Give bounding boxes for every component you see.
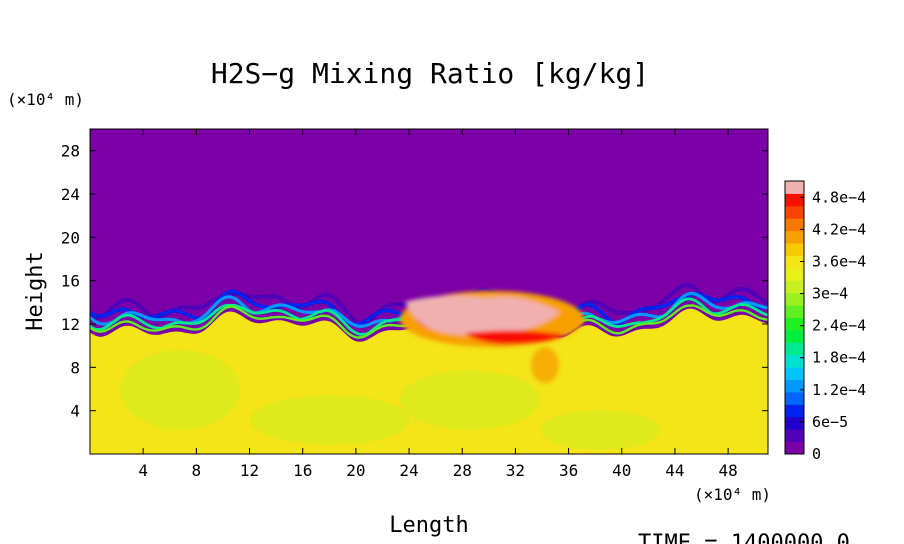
colorbar-swatch (785, 391, 804, 405)
x-tick-label: 20 (346, 461, 365, 480)
colorbar-label: 4.2e−4 (812, 220, 866, 238)
colorbar-swatch (785, 218, 804, 232)
x-tick-label: 36 (559, 461, 578, 480)
x-tick-label: 16 (293, 461, 312, 480)
colorbar-swatch (785, 329, 804, 343)
colorbar-swatch (785, 205, 804, 219)
colorbar-label: 3.6e−4 (812, 252, 866, 270)
y-tick-label: 16 (61, 272, 80, 291)
colorbar-swatch (785, 416, 804, 430)
y-tick-label: 8 (70, 358, 80, 377)
colorbar-swatch (785, 243, 804, 256)
y-tick-label: 20 (61, 228, 80, 247)
colorbar-label: 1.2e−4 (812, 381, 866, 399)
x-tick-label: 12 (240, 461, 259, 480)
x-tick-label: 48 (718, 461, 737, 480)
x-tick-label: 4 (138, 461, 148, 480)
y-tick-label: 4 (70, 402, 80, 421)
colorbar-swatch (785, 230, 804, 244)
time-label: TIME = 1400000.0 (638, 531, 850, 544)
colorbar-frame (784, 180, 805, 455)
colorbar (784, 180, 805, 455)
x-unit-label: (×10⁴ m) (694, 485, 771, 504)
colorbar-swatch (785, 305, 804, 318)
colorbar-swatch (785, 292, 804, 306)
colorbar-label: 4.8e−4 (812, 188, 866, 206)
x-tick-label: 40 (612, 461, 631, 480)
colorbar-swatch (785, 193, 804, 207)
colorbar-swatch (785, 367, 804, 381)
lower-texture (540, 410, 660, 450)
chart-title: H2S−g Mixing Ratio [kg/kg] (211, 57, 649, 90)
plume-filament (465, 330, 566, 345)
y-tick-label: 12 (61, 315, 80, 334)
colorbar-swatch (785, 317, 804, 331)
colorbar-label: 6e−5 (812, 413, 848, 431)
y-axis-ticks: 4 8 12 16 20 24 28 (61, 142, 768, 421)
colorbar-swatch (785, 280, 804, 294)
colorbar-swatch (785, 404, 804, 418)
plume (400, 291, 584, 383)
colorbar-swatch (785, 441, 804, 455)
lower-texture (400, 370, 540, 430)
colorbar-label: 2.4e−4 (812, 317, 866, 335)
x-tick-label: 32 (506, 461, 525, 480)
lower-texture (250, 395, 410, 445)
x-tick-label: 28 (453, 461, 472, 480)
colorbar-labels: 0 6e−5 1.2e−4 1.8e−4 2.4e−4 3e−4 3.6e−4 4.2e−4 4… (800, 188, 866, 463)
x-axis-label: Length (389, 513, 468, 538)
colorbar-swatch (785, 354, 804, 368)
plume-drip (531, 347, 559, 383)
colorbar-swatch (785, 181, 804, 194)
x-tick-label: 8 (192, 461, 202, 480)
colorbar-swatch (785, 429, 804, 443)
plot-frame (89, 128, 769, 455)
lower-texture (120, 350, 240, 430)
x-axis-ticks: 4 8 12 16 20 24 28 32 36 40 44 48 (138, 129, 738, 480)
plot-area (90, 129, 768, 454)
x-tick-label: 24 (399, 461, 418, 480)
y-tick-label: 28 (61, 142, 80, 161)
colorbar-swatch (785, 379, 804, 393)
colorbar-swatch (785, 342, 804, 356)
colorbar-swatch (785, 255, 804, 269)
y-axis-label: Height (23, 251, 48, 330)
y-unit-label: (×10⁴ m) (7, 90, 84, 109)
lower-field (90, 308, 768, 454)
x-tick-label: 44 (665, 461, 684, 480)
y-tick-label: 24 (61, 185, 80, 204)
colorbar-label: 0 (812, 445, 821, 463)
colorbar-swatch (785, 267, 804, 281)
colorbar-label: 1.8e−4 (812, 349, 866, 367)
colorbar-label: 3e−4 (812, 285, 848, 303)
plume-core-peak (405, 295, 560, 335)
